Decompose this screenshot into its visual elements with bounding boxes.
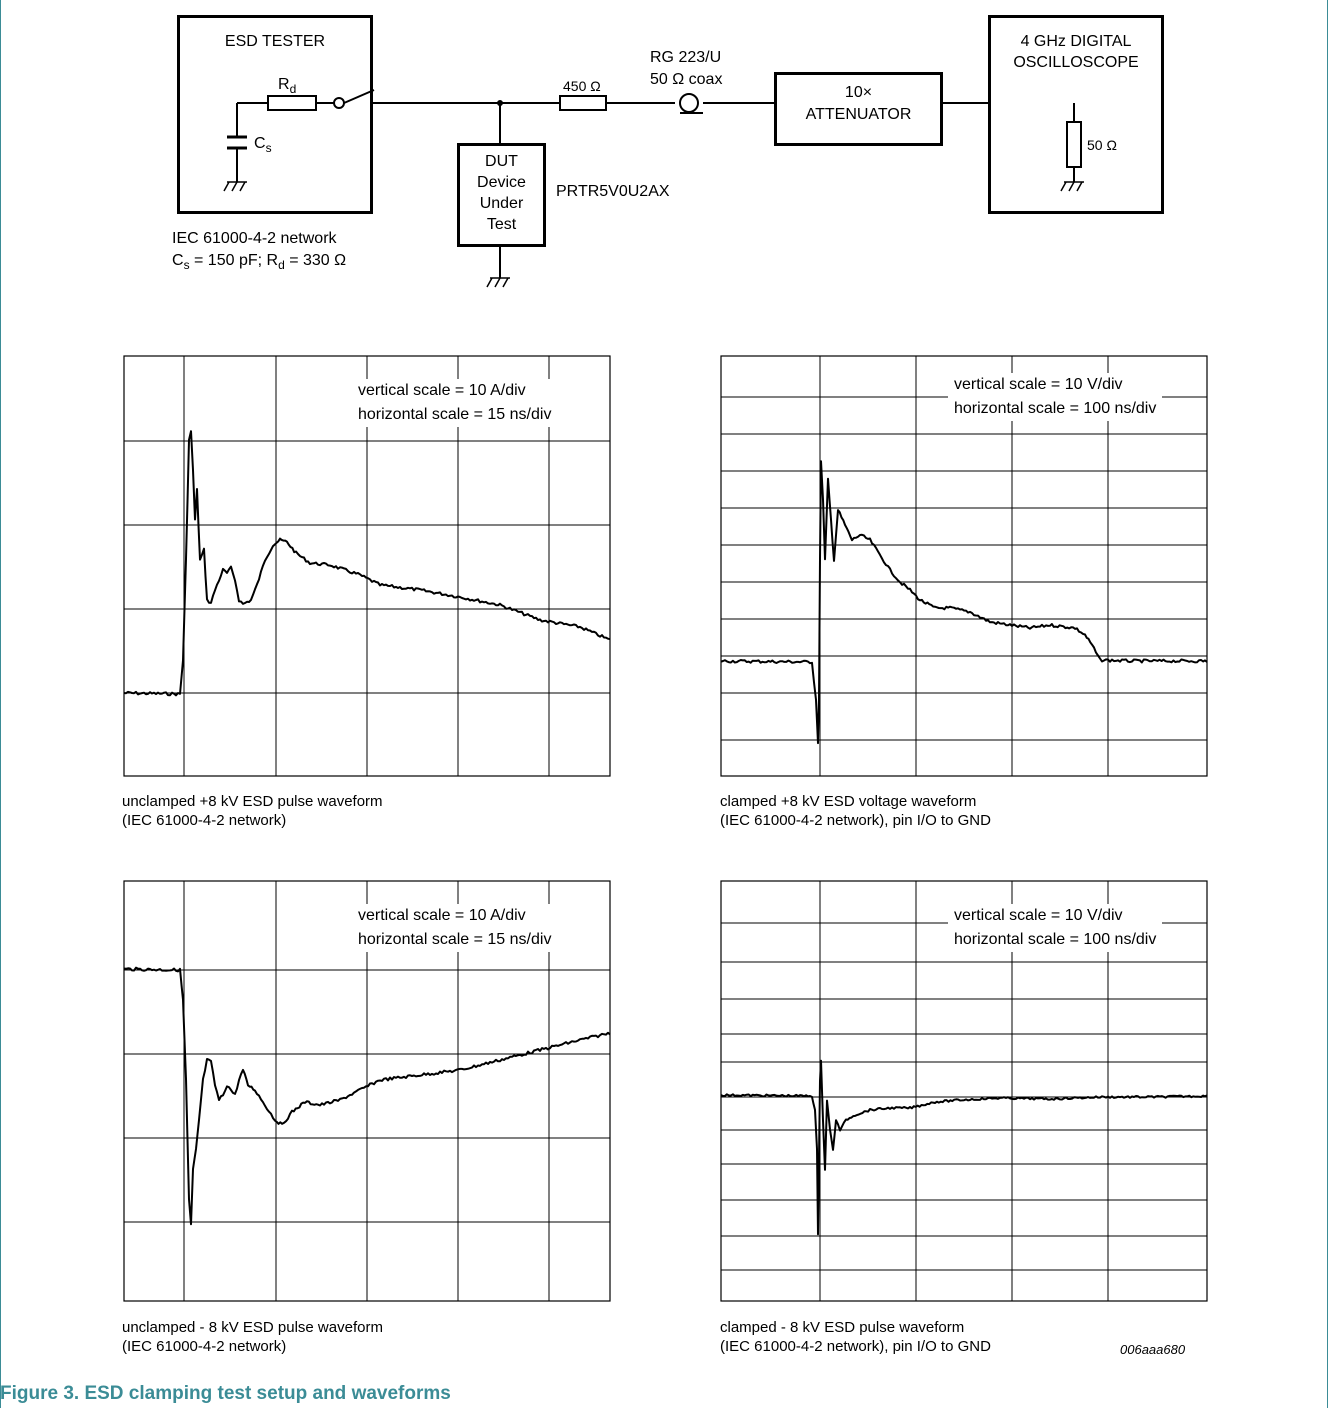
switch-blade bbox=[343, 89, 375, 104]
coax-symbol bbox=[679, 93, 703, 114]
esd-tester-label: ESD TESTER bbox=[224, 33, 326, 50]
plot1-caption: unclamped +8 kV ESD pulse waveform (IEC 6… bbox=[122, 793, 383, 829]
coax-label-line2: 50 Ω coax bbox=[650, 71, 723, 88]
plot2-trace bbox=[720, 460, 1208, 745]
scope-resistor-label: 50 Ω bbox=[1087, 137, 1117, 153]
scope-line2: OSCILLOSCOPE bbox=[1013, 54, 1139, 71]
plot1-trace bbox=[123, 430, 611, 697]
rd-label: Rd bbox=[278, 76, 297, 97]
network-line1: IEC 61000-4-2 network bbox=[172, 230, 337, 247]
network-line2: Cs = 150 pF; Rd = 330 Ω bbox=[172, 252, 347, 273]
plot3-scale: vertical scale = 10 A/div horizontal scal… bbox=[352, 904, 558, 952]
plot3-trace bbox=[123, 966, 611, 1226]
scope-line1: 4 GHz DIGITAL bbox=[1020, 33, 1132, 50]
resistor-450 bbox=[559, 95, 607, 111]
plot3-caption: unclamped - 8 kV ESD pulse waveform (IEC … bbox=[122, 1319, 383, 1355]
scope-resistor bbox=[1066, 121, 1082, 168]
junction-dot bbox=[497, 100, 503, 106]
dut-label: DUT Device Under Test bbox=[477, 153, 526, 233]
dut-box bbox=[457, 143, 546, 247]
plot2-scale: vertical scale = 10 V/div horizontal scal… bbox=[948, 373, 1163, 421]
coax-label-line1: RG 223/U bbox=[650, 49, 722, 66]
plot2-caption: clamped +8 kV ESD voltage waveform (IEC 6… bbox=[720, 793, 991, 829]
oscilloscope-box bbox=[988, 15, 1164, 214]
figure-id: 006aaa680 bbox=[1120, 1342, 1186, 1357]
esd-tester-box bbox=[177, 15, 373, 214]
ground-symbols bbox=[223, 181, 1084, 288]
attenuator-box bbox=[774, 72, 943, 146]
plot4-scale: vertical scale = 10 V/div horizontal scal… bbox=[948, 904, 1163, 952]
attenuator-line2: ATTENUATOR bbox=[805, 106, 912, 123]
figure-title: Figure 3. ESD clamping test setup and wa… bbox=[0, 1383, 451, 1404]
switch-contact bbox=[333, 97, 345, 109]
cs-label: Cs bbox=[254, 135, 272, 156]
cs-capacitor bbox=[227, 135, 247, 150]
rd-resistor bbox=[267, 95, 317, 111]
resistor-450-label: 450 Ω bbox=[563, 78, 601, 94]
part-number: PRTR5V0U2AX bbox=[556, 183, 670, 200]
plot1-scale: vertical scale = 10 A/div horizontal scal… bbox=[352, 379, 558, 427]
plot4-frame bbox=[720, 880, 1208, 1302]
plot4-trace bbox=[720, 1059, 1208, 1236]
plot4-caption: clamped - 8 kV ESD pulse waveform (IEC 61… bbox=[720, 1319, 991, 1355]
attenuator-line1: 10× bbox=[844, 84, 873, 101]
plot2-frame bbox=[720, 355, 1208, 777]
